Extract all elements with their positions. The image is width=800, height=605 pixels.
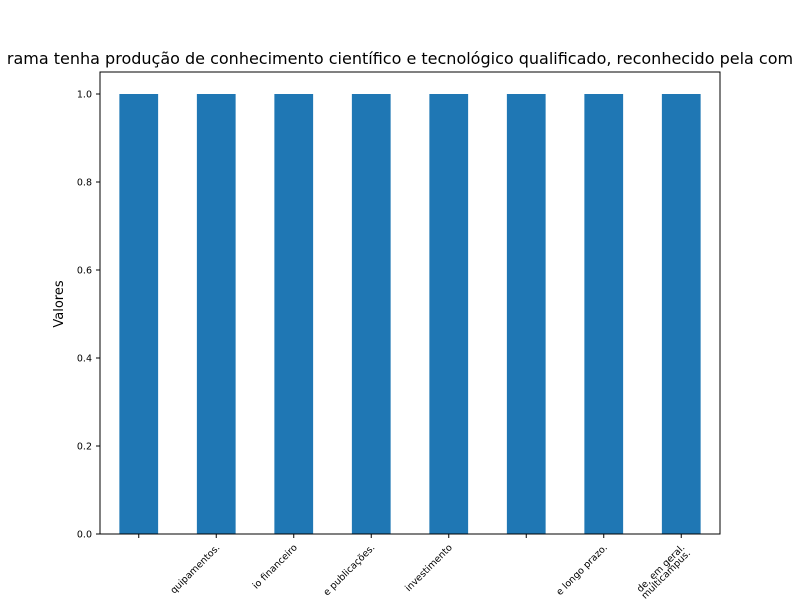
y-tick-label-2: 0.4	[77, 354, 92, 365]
x-tick-label-line: e longo prazo.	[554, 542, 610, 598]
y-axis-label: Valores	[52, 280, 67, 327]
x-tick-label-2: io financeiro	[251, 542, 300, 591]
bar-5	[506, 94, 546, 534]
x-axis-ticks: quipamentos. io financeiro e publicações. i…	[138, 534, 693, 601]
y-axis-ticks: 0.0 0.2 0.4 0.6 0.8 1.0	[77, 90, 100, 541]
y-tick-label-5: 1.0	[77, 90, 92, 101]
x-tick-label-line: io financeiro	[251, 542, 300, 591]
y-tick-label-3: 0.6	[77, 266, 92, 277]
bar-7	[661, 94, 701, 534]
x-tick-label-1: quipamentos.	[169, 542, 223, 596]
chart-title: rama tenha produção de conhecimento cien…	[7, 49, 793, 68]
bar-4	[429, 94, 469, 534]
bar-3	[351, 94, 391, 534]
bar-0	[119, 94, 159, 534]
bar-6	[584, 94, 624, 534]
x-tick-label-3: e publicações.	[321, 542, 377, 598]
bar-1	[196, 94, 236, 534]
x-tick-label-line: e publicações.	[321, 542, 377, 598]
bar-2	[274, 94, 314, 534]
x-tick-label-line: investimento	[403, 542, 455, 594]
x-tick-label-4: investimento	[403, 542, 455, 594]
x-tick-label-7: de, em geral.multicampus.	[634, 542, 693, 600]
y-tick-label-0: 0.0	[77, 530, 92, 541]
y-tick-label-1: 0.2	[77, 442, 92, 453]
x-tick-label-line: quipamentos.	[169, 542, 223, 596]
x-tick-label-6: e longo prazo.	[554, 542, 610, 598]
y-tick-label-4: 0.8	[77, 178, 92, 189]
bars-group	[119, 94, 701, 534]
plot-area-frame	[99, 71, 721, 535]
